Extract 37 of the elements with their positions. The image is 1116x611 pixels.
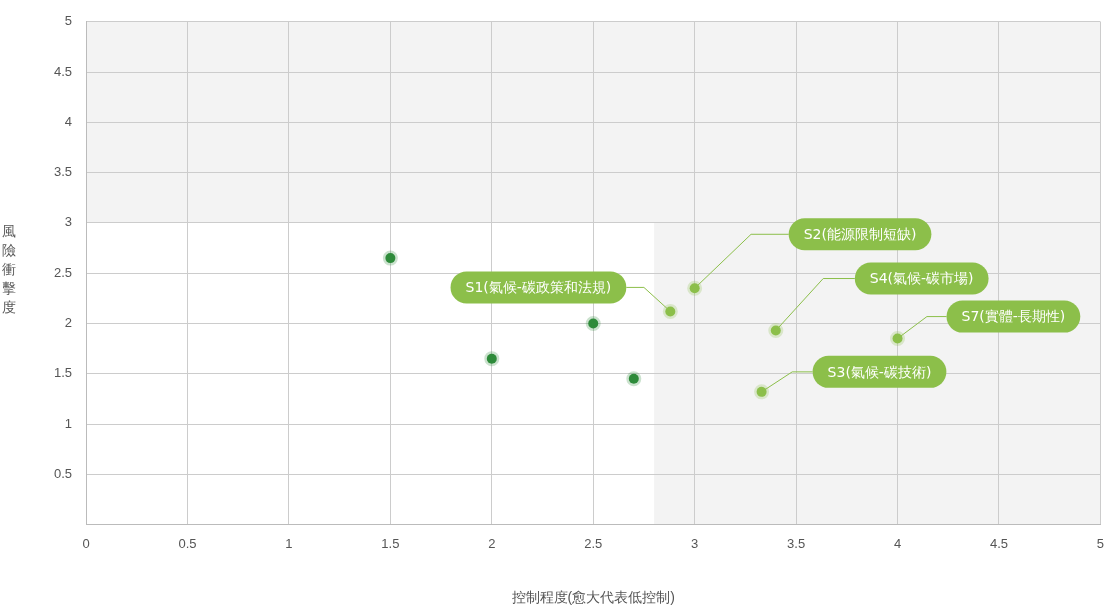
- y-tick-label: 3.5: [53, 164, 73, 180]
- annotation: S3(氣候-碳技術): [827, 363, 932, 380]
- x-tick-label: 4.5: [989, 535, 1008, 551]
- x-tick-label: 3.5: [787, 535, 806, 551]
- y-tick-label: 4.5: [53, 63, 73, 79]
- y-tick-label: 4: [64, 113, 73, 129]
- x-tick-label: 2.5: [584, 535, 603, 551]
- annotation: S2(能源限制短缺): [803, 225, 917, 242]
- point: [754, 384, 770, 400]
- point: [768, 323, 784, 339]
- y-tick-label: 2: [64, 315, 73, 331]
- y-tick-label: 5: [64, 13, 73, 29]
- annotation: S1(氣候-碳政策和法規): [465, 279, 612, 296]
- x-axis-title: 控制程度(愈大代表低控制): [511, 589, 675, 606]
- x-tick-label: 5: [1096, 535, 1104, 551]
- x-tick-label: 0: [82, 535, 90, 551]
- y-tick-label: 0.5: [53, 465, 73, 481]
- x-tick-label: 0.5: [178, 535, 197, 551]
- y-tick-label: 1.5: [53, 365, 73, 381]
- y-tick-label: 3: [64, 214, 73, 230]
- point: [382, 250, 398, 266]
- point: [626, 371, 642, 387]
- x-tick-label: 2: [488, 535, 496, 551]
- annotation: S4(氣候-碳市場): [869, 270, 974, 287]
- x-tick-label: 1.5: [381, 535, 400, 551]
- point: [687, 280, 703, 296]
- point: [585, 315, 601, 331]
- annotation: S7(實體-長期性): [961, 308, 1066, 325]
- point: [890, 331, 906, 347]
- point: [662, 303, 678, 319]
- y-tick-label: 2.5: [53, 264, 73, 280]
- x-tick-label: 1: [285, 535, 293, 551]
- x-tick-label: 3: [691, 535, 699, 551]
- point: [484, 351, 500, 367]
- y-axis-title: 風險衝擊度: [1, 222, 17, 317]
- y-tick-label: 1: [64, 415, 73, 431]
- x-tick-label: 4: [893, 535, 902, 551]
